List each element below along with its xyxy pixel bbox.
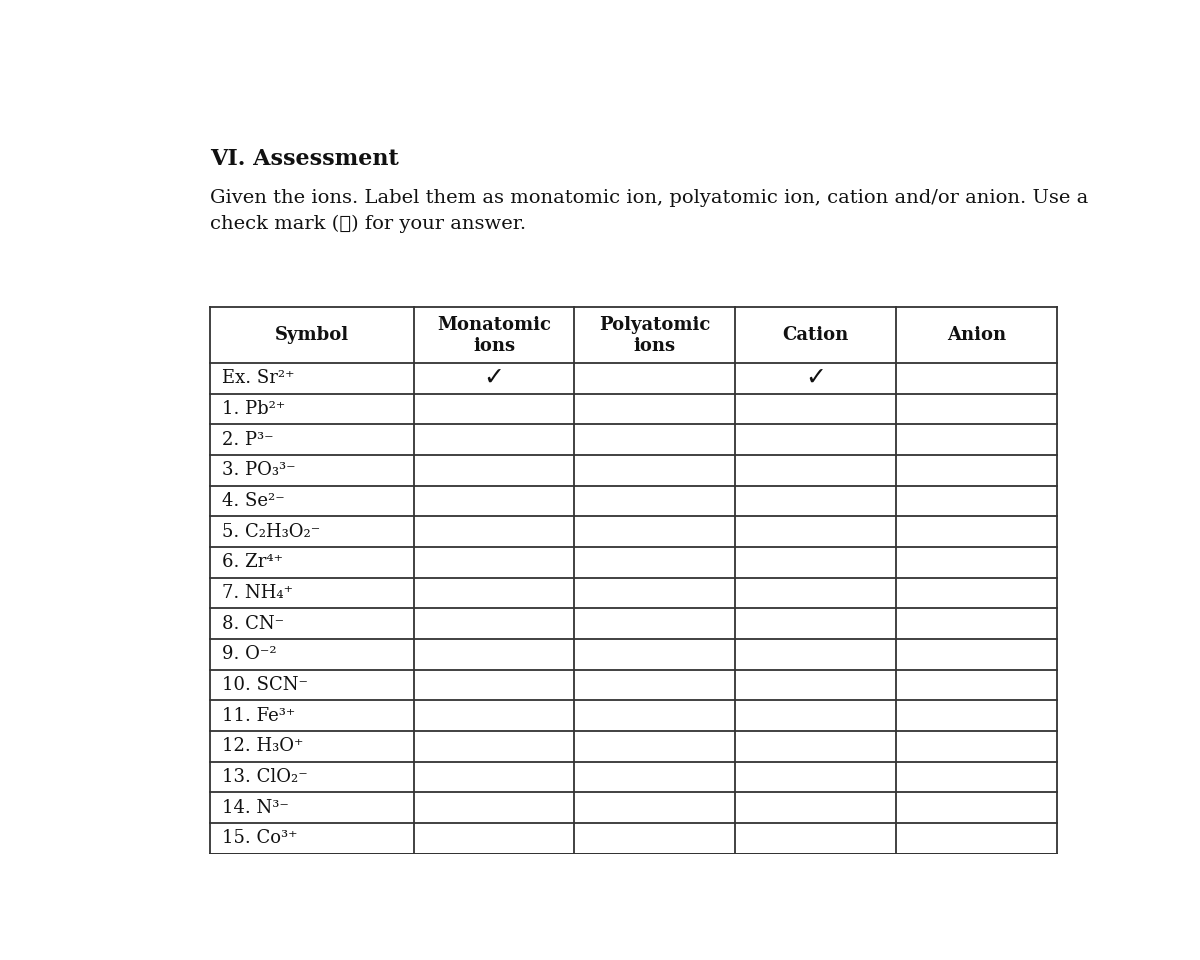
Text: Ex. Sr²⁺: Ex. Sr²⁺ [222,370,294,387]
Text: 4. Se²⁻: 4. Se²⁻ [222,492,284,510]
Text: Cation: Cation [782,326,848,344]
Text: 6. Zr⁴⁺: 6. Zr⁴⁺ [222,553,283,571]
Text: VI. Assessment: VI. Assessment [210,149,400,171]
Text: 7. NH₄⁺: 7. NH₄⁺ [222,584,293,602]
Text: 2. P³⁻: 2. P³⁻ [222,430,274,448]
Text: 10. SCN⁻: 10. SCN⁻ [222,676,307,694]
Text: 3. PO₃³⁻: 3. PO₃³⁻ [222,461,295,479]
Text: Symbol: Symbol [275,326,349,344]
Text: 12. H₃O⁺: 12. H₃O⁺ [222,737,302,756]
Text: ✓: ✓ [805,366,826,390]
Text: check mark (✓) for your answer.: check mark (✓) for your answer. [210,215,527,233]
Text: Polyatomic
ions: Polyatomic ions [599,316,710,354]
Text: 14. N³⁻: 14. N³⁻ [222,799,288,817]
Text: 5. C₂H₃O₂⁻: 5. C₂H₃O₂⁻ [222,522,320,540]
Text: 15. Co³⁺: 15. Co³⁺ [222,829,298,848]
Text: Monatomic
ions: Monatomic ions [437,316,551,354]
Text: 9. O⁻²: 9. O⁻² [222,645,276,663]
Text: 8. CN⁻: 8. CN⁻ [222,614,283,633]
Text: Given the ions. Label them as monatomic ion, polyatomic ion, cation and/or anion: Given the ions. Label them as monatomic … [210,189,1088,207]
Text: Anion: Anion [947,326,1006,344]
Text: 11. Fe³⁺: 11. Fe³⁺ [222,707,295,725]
Text: 13. ClO₂⁻: 13. ClO₂⁻ [222,768,307,786]
Text: ✓: ✓ [484,366,504,390]
Text: 1. Pb²⁺: 1. Pb²⁺ [222,400,284,418]
